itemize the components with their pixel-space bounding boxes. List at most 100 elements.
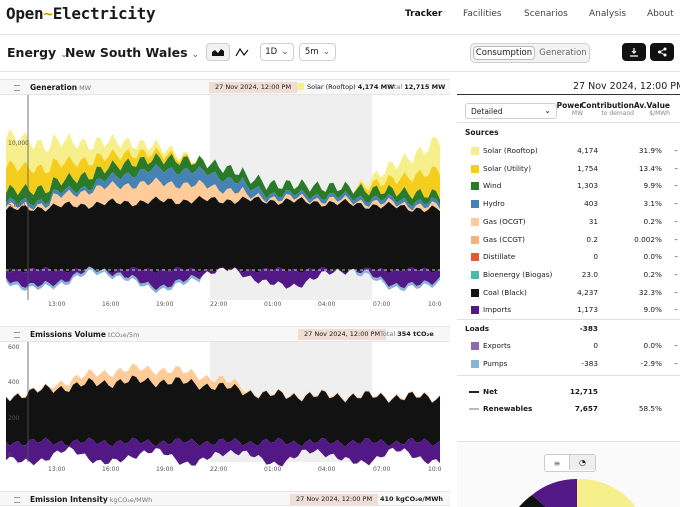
generation-chart[interactable]: 10,000 5,000 0 13:00 16:00 19:00 22:00 0… [0,95,450,315]
row-power: 403 [584,199,598,209]
source-row[interactable]: Hydro 403 3.1% – [465,197,680,211]
collapse-handle-icon[interactable] [14,497,20,503]
row-contribution: 0.002% [634,234,662,244]
range-dropdown[interactable]: 1D ⌄ [260,43,294,61]
row-av-value: – [674,181,678,191]
nav-facilities[interactable]: Facilities [463,9,502,19]
coal-emissions-area [6,375,440,447]
row-name: Gas (OCGT) [483,216,526,226]
row-av-value: – [674,234,678,244]
area-chart-toggle[interactable] [206,43,230,61]
y-tick-label: 0 [8,268,12,275]
imports-emissions-area [6,437,440,467]
y-tick-label: 5,000 [8,202,25,209]
interval-dropdown[interactable]: 5m ⌄ [299,43,336,61]
row-contribution: 13.4% [638,163,662,173]
nav-analysis[interactable]: Analysis [589,9,627,19]
region-selector[interactable]: New South Wales ⌄ [65,45,200,60]
energy-selector[interactable]: Energy ⌄ [7,45,68,60]
row-av-value: – [674,146,678,155]
source-row[interactable]: Solar (Rooftop) 4,174 31.9% – [465,144,680,158]
emissions-chart[interactable]: 600 400 200 0 13:00 16:00 19:00 22:00 01… [0,342,450,482]
x-tick-label: 13:00 [48,301,65,308]
source-row[interactable]: Distillate 0 0.0% – [465,250,680,264]
x-axis: 13:00 16:00 19:00 22:00 01:00 04:00 07:0… [48,466,442,473]
logo[interactable]: Open~Electricity [6,4,156,23]
generation-date: 27 Nov 2024, 12:00 PM [209,82,298,93]
row-name: Coal (Black) [483,287,527,297]
swatch [297,83,304,90]
collapse-handle-icon[interactable] [14,85,20,91]
list-icon[interactable]: ≡ [553,458,561,468]
row-av-value: – [674,269,678,279]
row-contribution: 0.2% [643,216,662,226]
share-button[interactable] [650,43,674,61]
summary-table: 27 Nov 2024, 12:00 PM AEST Detailed⌄ Pow… [457,72,680,437]
row-av-value: – [674,163,678,173]
line-chart-toggle[interactable] [231,43,253,61]
row-power: 31 [588,216,598,226]
generation-stack [6,128,440,294]
row-contribution: 9.0% [643,305,662,315]
donut-icon[interactable]: ◔ [569,455,595,470]
color-swatch [471,182,479,191]
source-row[interactable]: Coal (Black) 4,237 32.3% – [465,286,680,300]
y-tick-label: 600 [8,344,20,351]
x-tick-label: 19:00 [156,466,173,473]
load-row[interactable]: Exports 0 0.0% – [465,339,680,353]
logo-mark: ~ [43,4,53,23]
row-av-value: – [674,252,678,262]
donut-slice-coal [519,495,546,507]
x-tick-label: 01:00 [264,301,281,308]
load-row[interactable]: Pumps -383 -2.9% – [465,357,680,371]
nav-scenarios[interactable]: Scenarios [524,9,568,19]
row-power: 0 [593,341,598,350]
source-row[interactable]: Bioenergy (Biogas) 23.0 0.2% – [465,268,680,282]
row-contribution: 0.0% [643,252,662,262]
color-swatch [471,253,479,262]
y-tick-label: 10,000 [8,140,29,147]
generation-tab[interactable]: Generation [539,48,587,58]
view-select[interactable]: Detailed ⌄ [465,103,557,119]
generation-panel-header: Generation MW 27 Nov 2024, 12:00 PM Solar… [0,79,450,95]
color-swatch [471,306,479,315]
color-swatch [471,288,479,297]
emissions-title: Emissions Volume tCO₂e/5m [30,330,140,339]
nav-about[interactable]: About [647,9,674,19]
x-tick-label: 07:00 [373,301,390,308]
row-name: Bioenergy (Biogas) [483,269,553,279]
source-row[interactable]: Imports 1,173 9.0% – [465,303,680,317]
x-tick-label: 07:00 [373,466,390,473]
row-power: 1,754 [577,163,598,173]
chevron-down-icon: ⌄ [544,106,551,115]
nav-tracker[interactable]: Tracker [405,9,443,19]
source-row[interactable]: Solar (Utility) 1,754 13.4% – [465,162,680,176]
x-axis: 13:00 16:00 19:00 22:00 01:00 04:00 07:0… [48,301,442,308]
row-contribution: 3.1% [643,199,662,209]
col-power-header[interactable]: Power MW [556,101,583,117]
consumption-tab[interactable]: Consumption [473,46,535,60]
download-button[interactable] [622,43,646,61]
row-contribution: 31.9% [638,146,662,155]
source-row[interactable]: Wind 1,303 9.9% – [465,179,680,193]
donut-chart[interactable] [497,477,657,507]
line-chart-icon [235,47,249,57]
donut-slice-imports [532,478,577,507]
source-row[interactable]: Gas (OCGT) 31 0.2% – [465,215,680,229]
intensity-panel-header: Emission Intensity kgCO₂e/MWh 27 Nov 2024… [0,491,450,506]
generation-title: Generation MW [30,83,92,92]
source-row[interactable]: Gas (CCGT) 0.2 0.002% – [465,233,680,247]
row-name: Exports [483,341,511,350]
row-contribution: 9.9% [643,181,662,191]
row-power: 4,174 [577,146,598,155]
chevron-down-icon: ⌄ [322,47,331,57]
row-name: Imports [483,305,512,315]
col-av-value-header[interactable]: Av.Value $/MWh [633,101,670,117]
x-tick-label: 01:00 [264,466,281,473]
collapse-handle-icon[interactable] [14,332,20,338]
row-power: 0 [593,252,598,262]
donut-slice-solar-rooftop [577,478,636,507]
col-contribution-header[interactable]: Contribution to demand [580,101,634,117]
x-tick-label: 04:00 [318,466,335,473]
row-name: Solar (Utility) [483,163,532,173]
